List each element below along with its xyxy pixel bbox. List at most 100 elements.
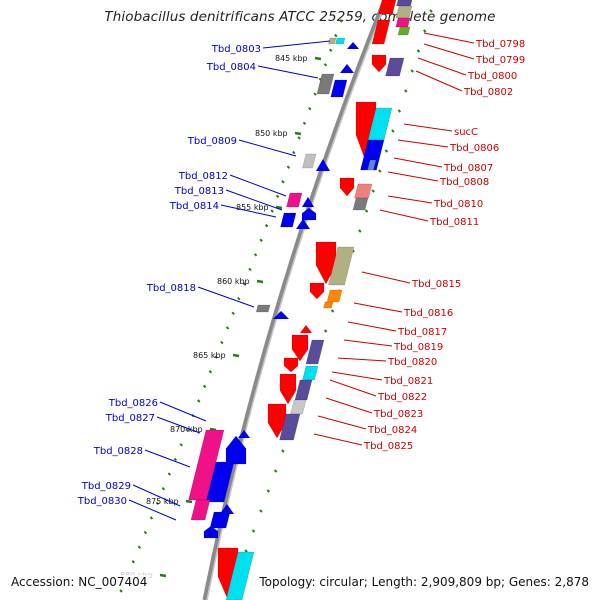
gene-arrow bbox=[203, 525, 219, 539]
inner-track-dot bbox=[248, 267, 252, 272]
gene-label-plus: Tbd_0806 bbox=[449, 143, 499, 154]
gene-block bbox=[323, 301, 334, 309]
kbp-tick-label: 860 kbp bbox=[217, 277, 250, 286]
gene-block bbox=[378, 0, 397, 15]
outer-track-dot bbox=[358, 229, 362, 233]
leader-line bbox=[128, 499, 177, 521]
gene-block bbox=[290, 399, 307, 415]
gene-label-plus: Tbd_0800 bbox=[467, 71, 517, 82]
gene-block bbox=[354, 183, 373, 199]
gene-arrow bbox=[347, 42, 359, 49]
outer-track-dot bbox=[371, 189, 375, 193]
leader-line bbox=[397, 139, 449, 148]
gene-label-minus: Tbd_0828 bbox=[93, 446, 143, 457]
gene-arrow bbox=[301, 207, 317, 221]
gene-label-minus: Tbd_0809 bbox=[187, 136, 237, 147]
leader-line bbox=[225, 189, 283, 211]
kbp-major-tick bbox=[275, 205, 283, 210]
leader-line bbox=[417, 57, 467, 76]
gene-arrow bbox=[296, 219, 310, 229]
gene-label-plus: Tbd_0802 bbox=[463, 87, 513, 98]
outer-track-dot bbox=[330, 309, 335, 313]
gene-arrow bbox=[267, 403, 287, 439]
inner-track-dot bbox=[302, 121, 307, 126]
gene-label-minus: Tbd_0803 bbox=[211, 44, 261, 55]
gene-arrow bbox=[220, 504, 234, 514]
gene-block bbox=[326, 289, 343, 303]
kbp-tick-label: 855 kbp bbox=[236, 203, 269, 212]
leader-line bbox=[423, 32, 475, 44]
leader-line bbox=[197, 286, 255, 308]
inner-track-dot bbox=[149, 516, 154, 520]
gene-block bbox=[205, 461, 235, 503]
leader-line bbox=[347, 321, 397, 332]
gene-block bbox=[302, 153, 317, 169]
inner-track-dot bbox=[208, 370, 213, 374]
inner-track-dot bbox=[281, 180, 285, 184]
leader-line bbox=[387, 195, 433, 204]
gene-block bbox=[280, 212, 297, 228]
inner-track-dot bbox=[167, 472, 172, 476]
leader-line bbox=[317, 415, 367, 430]
outer-track-dot bbox=[323, 329, 328, 333]
gene-label-minus: Tbd_0830 bbox=[77, 496, 127, 507]
leader-line bbox=[220, 204, 277, 218]
inner-track-dot bbox=[242, 282, 247, 286]
gene-label-minus: Tbd_0812 bbox=[178, 171, 228, 182]
inner-track-dot bbox=[308, 106, 312, 111]
gene-label-plus: Tbd_0821 bbox=[383, 376, 433, 387]
outer-track-dot bbox=[244, 549, 248, 553]
leader-line bbox=[343, 339, 393, 347]
leader-line bbox=[353, 302, 403, 313]
gene-arrow bbox=[225, 435, 247, 465]
inner-track-dot bbox=[275, 194, 280, 199]
kbp-major-tick bbox=[209, 427, 217, 432]
leader-line-layer bbox=[128, 32, 475, 521]
leader-line bbox=[159, 401, 207, 422]
kbp-major-tick bbox=[232, 353, 240, 358]
inner-track-dot bbox=[231, 311, 235, 316]
gene-label-minus: Tbd_0804 bbox=[206, 62, 256, 73]
kbp-tick-label: 870 kbp bbox=[170, 425, 203, 434]
leader-line bbox=[361, 271, 411, 284]
outer-track-dot bbox=[266, 489, 271, 493]
kbp-major-tick bbox=[294, 131, 302, 136]
gene-label-plus: Tbd_0824 bbox=[367, 425, 417, 436]
gene-label-plus: Tbd_0798 bbox=[475, 39, 525, 50]
backbone-layer bbox=[202, 0, 388, 600]
gene-arrow bbox=[283, 357, 299, 373]
inner-track-dot bbox=[137, 545, 142, 549]
inner-track-dot bbox=[339, 19, 343, 23]
inner-track-dot bbox=[259, 238, 263, 242]
inner-track-dot bbox=[197, 399, 201, 403]
outer-track-dot bbox=[391, 129, 395, 133]
inner-track-dot bbox=[173, 457, 178, 462]
gene-arrow bbox=[302, 197, 314, 207]
gene-label-plus: Tbd_0825 bbox=[363, 441, 413, 452]
gene-arrow bbox=[279, 373, 297, 405]
gene-block bbox=[294, 379, 313, 401]
outer-track-dot bbox=[251, 529, 256, 533]
gene-arrow bbox=[339, 177, 355, 197]
leader-line bbox=[229, 174, 287, 197]
inner-track-dot bbox=[185, 428, 189, 432]
gene-label-plus: sucC bbox=[454, 127, 478, 138]
gene-label-minus: Tbd_0814 bbox=[169, 201, 219, 212]
inner-track-dot bbox=[270, 209, 274, 213]
inner-track-dot bbox=[214, 355, 218, 359]
inner-track-dot bbox=[286, 165, 291, 169]
inner-track-dot bbox=[225, 326, 230, 330]
gene-label-plus: Tbd_0822 bbox=[377, 392, 427, 403]
gene-block bbox=[330, 79, 348, 98]
gene-label-plus: Tbd_0810 bbox=[433, 199, 483, 210]
outer-track-dot bbox=[404, 89, 408, 93]
leader-line bbox=[393, 157, 443, 168]
inner-track-dot bbox=[202, 384, 207, 389]
outer-track-dot bbox=[423, 29, 427, 33]
outer-track-dot bbox=[259, 509, 263, 513]
gene-arrow bbox=[309, 282, 325, 300]
inner-track-dot bbox=[313, 92, 317, 96]
leader-line bbox=[403, 123, 453, 132]
gene-arrow bbox=[273, 311, 289, 319]
